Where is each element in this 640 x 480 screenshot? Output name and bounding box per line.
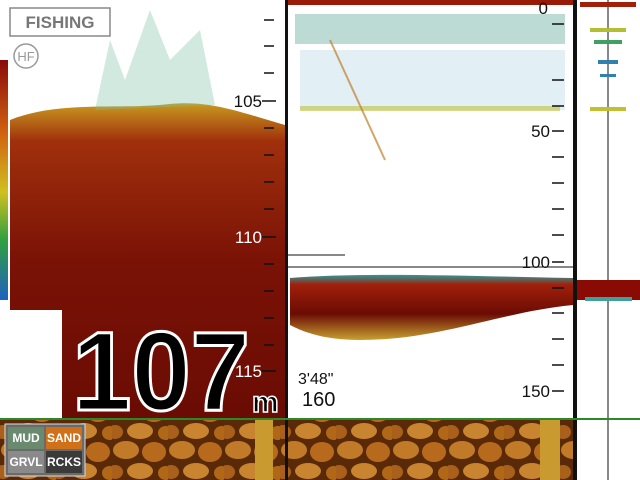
divider <box>573 0 577 480</box>
legend-swatch <box>46 427 82 449</box>
bottom-texture <box>255 420 273 480</box>
range-scale-label: 100 <box>522 253 550 272</box>
surface-band <box>288 0 573 5</box>
a-scope-echo <box>590 107 626 111</box>
legend-label: MUD <box>12 431 40 445</box>
depth-scale-label: 110 <box>235 228 262 247</box>
middle-ticks <box>552 23 564 392</box>
bottom-texture <box>540 420 560 480</box>
color-scale <box>0 60 8 300</box>
a-scope-echo <box>600 74 616 77</box>
depth-unit: m <box>252 386 279 419</box>
legend-label: RCKS <box>47 455 81 469</box>
legend-label: SAND <box>47 431 81 445</box>
depth-scale-label: 115 <box>235 362 262 381</box>
divider <box>285 0 288 480</box>
freq-badge <box>13 43 39 69</box>
sonar-speckle <box>295 14 565 44</box>
sonar-speckle <box>300 106 560 111</box>
legend-swatch <box>8 451 44 473</box>
zoom-range: 160 <box>302 389 335 411</box>
freq-label: HF <box>17 49 34 64</box>
elapsed-time: 3'48" <box>298 371 333 388</box>
mode-box <box>9 7 111 37</box>
bottom-echo <box>290 274 573 340</box>
depth-scale-label: 105 <box>234 92 262 111</box>
depth-readout: 107 <box>72 309 250 434</box>
left-ticks <box>262 19 276 372</box>
middle-panel <box>288 0 573 418</box>
bottom-texture <box>288 420 573 480</box>
legend-swatch <box>46 451 82 473</box>
a-scope-echo <box>594 40 622 44</box>
sonar-speckle <box>95 10 215 110</box>
a-scope-echo <box>590 28 626 32</box>
range-scale-label: 50 <box>531 122 550 141</box>
bottom-legend: MUD SAND GRVL RCKS <box>4 423 86 477</box>
legend-label: GRVL <box>9 455 42 469</box>
range-scale-label: 0 <box>539 0 548 18</box>
bottom-line <box>0 418 640 420</box>
a-scope-echo <box>580 2 636 7</box>
fish-arch <box>329 39 386 161</box>
range-scale-label: 150 <box>522 382 550 401</box>
a-scope-echo <box>585 297 632 301</box>
legend-swatch <box>8 427 44 449</box>
a-scope-echo <box>577 280 640 300</box>
sonar-speckle <box>300 50 565 110</box>
sonar-echo <box>10 103 285 419</box>
mode-label: FISHING <box>26 13 95 32</box>
a-scope-echo <box>598 60 618 64</box>
